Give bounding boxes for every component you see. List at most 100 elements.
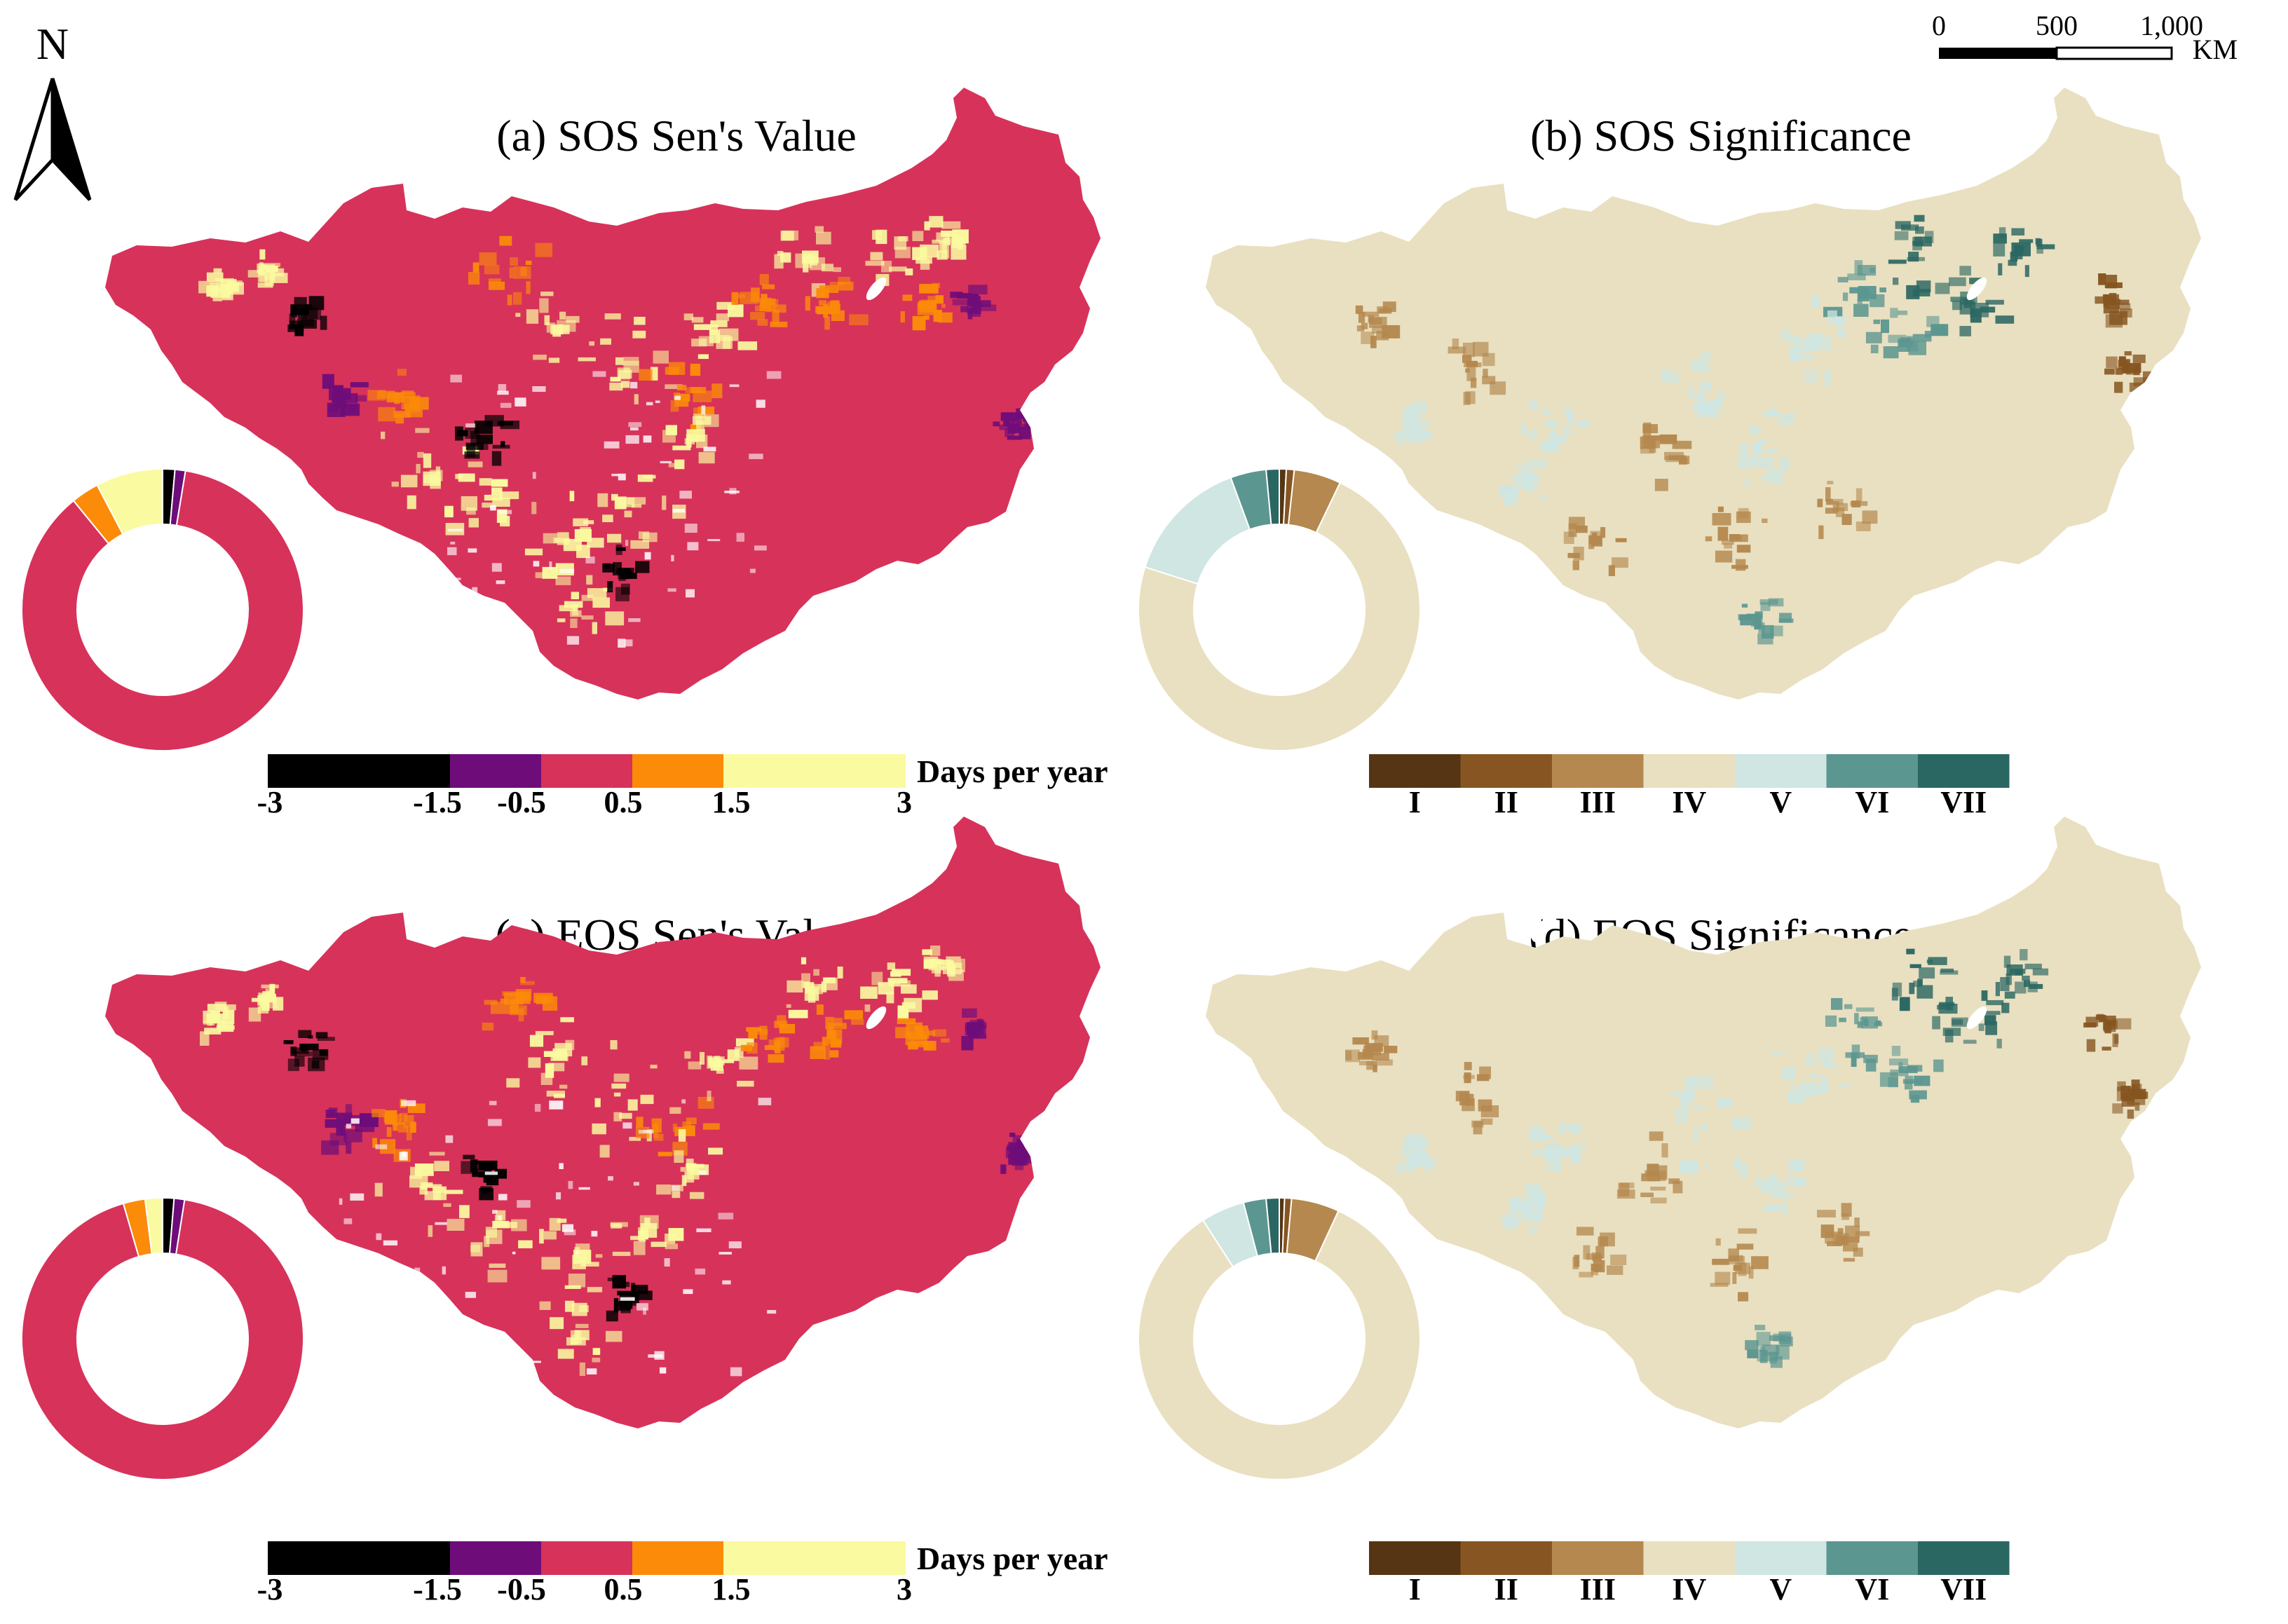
legend-swatch-b-6 xyxy=(1918,754,2010,788)
legend-label-a-1: -1.5 xyxy=(413,785,462,819)
legend-swatch-c-3 xyxy=(632,1541,723,1575)
donut-slice-b-3 xyxy=(1138,482,1421,751)
legend-label-b-1: II xyxy=(1494,785,1518,819)
scale-segment-empty xyxy=(2055,46,2173,60)
map-pattern-b xyxy=(1355,214,2157,645)
lake-west-c xyxy=(428,906,441,942)
legend-swatch-c-2 xyxy=(541,1541,632,1575)
legend-swatch-c-4 xyxy=(723,1541,906,1575)
donut-c xyxy=(21,1196,304,1480)
legend-swatch-a-2 xyxy=(541,754,632,788)
map-pattern-c xyxy=(200,946,1033,1377)
scale-segment-filled xyxy=(1939,48,2057,59)
donut-b xyxy=(1138,468,1421,751)
legend-label-a-0: -3 xyxy=(257,785,283,819)
legend-swatch-d-5 xyxy=(1826,1541,1918,1575)
donut-slice-a-4 xyxy=(96,468,163,535)
legend-swatch-b-3 xyxy=(1643,754,1735,788)
legend-swatch-b-1 xyxy=(1460,754,1552,788)
legend-label-a-4: 1.5 xyxy=(712,785,751,819)
map-region-d xyxy=(1206,817,2201,1428)
legend-unit-a: Days per year xyxy=(917,753,1108,789)
legend-label-a-2: -0.5 xyxy=(497,785,546,819)
lake-west-d xyxy=(1529,906,1541,942)
donut-slice-b-6 xyxy=(1265,468,1280,526)
north-arrow: N xyxy=(13,19,92,201)
scale-tick-500: 500 xyxy=(2036,10,2078,41)
north-arrow-right-half xyxy=(50,78,92,201)
legend-unit-c: Days per year xyxy=(917,1541,1108,1576)
legend-label-d-5: VI xyxy=(1855,1572,1889,1606)
lake-west-a xyxy=(428,177,441,213)
legend-swatch-d-1 xyxy=(1460,1541,1552,1575)
legend-label-d-4: V xyxy=(1769,1572,1792,1606)
donut-d xyxy=(1137,1196,1421,1480)
scale-tick-0: 0 xyxy=(1932,10,1946,41)
north-arrow-left-half xyxy=(13,78,55,201)
legend-swatch-d-3 xyxy=(1643,1541,1735,1575)
legend-swatch-b-4 xyxy=(1735,754,1827,788)
scale-bar: 0 500 1,000 KM xyxy=(1932,10,2238,65)
legend-swatch-d-0 xyxy=(1369,1541,1461,1575)
legend-swatch-b-5 xyxy=(1826,754,1918,788)
legend-label-c-1: -1.5 xyxy=(413,1572,462,1606)
map-pattern-d xyxy=(1345,948,2149,1368)
legend-d: I II III IV V VI VII xyxy=(1369,1541,2010,1606)
scale-unit: KM xyxy=(2193,34,2238,65)
panel-a: (a) SOS Sen's Value -3 -1.5 -0.5 0.5 1.5 3Days… xyxy=(20,88,1108,819)
legend-label-a-5: 3 xyxy=(897,785,912,819)
legend-swatch-d-6 xyxy=(1918,1541,2010,1575)
legend-label-a-3: 0.5 xyxy=(604,785,643,819)
panel-title-b: (b) SOS Significance xyxy=(1530,111,1912,161)
lake-west-b xyxy=(1529,177,1541,213)
donut-slice-d-6 xyxy=(1265,1196,1280,1255)
legend-swatch-b-0 xyxy=(1369,754,1461,788)
map-b xyxy=(1206,88,2201,700)
lake-east-c xyxy=(866,1006,887,1030)
legend-label-d-0: I xyxy=(1409,1572,1421,1606)
legend-swatch-a-4 xyxy=(723,754,906,788)
donut-a xyxy=(20,468,304,752)
lake-east-b xyxy=(1966,277,1987,301)
legend-swatch-c-0 xyxy=(268,1541,450,1575)
legend-label-b-3: IV xyxy=(1672,785,1706,819)
legend-label-c-0: -3 xyxy=(257,1572,283,1606)
legend-label-b-5: VI xyxy=(1855,785,1889,819)
legend-b: I II III IV V VI VII xyxy=(1369,754,2010,819)
legend-swatch-d-2 xyxy=(1552,1541,1644,1575)
north-label: N xyxy=(36,19,69,69)
map-region-b xyxy=(1206,88,2201,700)
legend-label-c-5: 3 xyxy=(897,1572,912,1606)
panel-title-a: (a) SOS Sen's Value xyxy=(496,111,856,161)
legend-label-d-2: III xyxy=(1580,1572,1616,1606)
legend-swatch-d-4 xyxy=(1735,1541,1827,1575)
lake-east-d xyxy=(1966,1006,1987,1030)
panel-c: (c) EOS Sen's Value-3 -1.5 -0.5 0.5 1.5 3Days… xyxy=(21,817,1108,1606)
donut-slice-c-4 xyxy=(144,1196,163,1255)
legend-swatch-a-3 xyxy=(632,754,723,788)
legend-label-d-3: IV xyxy=(1672,1572,1706,1606)
donut-slice-d-3 xyxy=(1137,1210,1421,1480)
legend-swatch-c-1 xyxy=(450,1541,541,1575)
legend-label-c-2: -0.5 xyxy=(497,1572,546,1606)
donut-slice-b-4 xyxy=(1144,477,1251,585)
legend-label-b-0: I xyxy=(1409,785,1421,819)
donut-slice-a-2 xyxy=(20,470,304,752)
lake-east-a xyxy=(866,277,887,301)
scale-tick-1000: 1,000 xyxy=(2140,10,2203,41)
legend-label-d-6: VII xyxy=(1940,1572,1987,1606)
legend-swatch-a-1 xyxy=(450,754,541,788)
legend-label-b-2: III xyxy=(1580,785,1616,819)
map-c xyxy=(105,817,1101,1428)
donut-slice-c-2 xyxy=(21,1199,304,1480)
map-d xyxy=(1206,817,2201,1428)
legend-label-b-4: V xyxy=(1769,785,1792,819)
legend-label-d-1: II xyxy=(1494,1572,1518,1606)
legend-swatch-a-0 xyxy=(268,754,450,788)
legend-label-b-6: VII xyxy=(1940,785,1987,819)
